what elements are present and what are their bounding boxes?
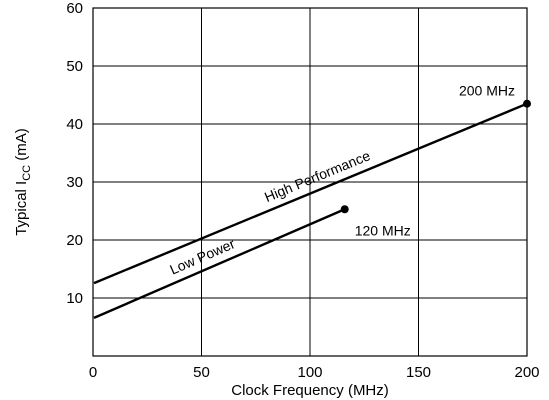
y-ticks: 10 20 30 40 50 60 — [66, 0, 83, 307]
x-tick-label: 50 — [193, 364, 210, 381]
y-axis-label-prefix: Typical I — [13, 181, 30, 236]
plot-frame — [92, 7, 528, 357]
series-endpoint-marker — [340, 205, 349, 214]
y-tick-label: 20 — [66, 232, 83, 249]
endpoint-annotation: 200 MHz — [459, 83, 515, 99]
y-tick-label: 30 — [66, 174, 83, 191]
x-tick-label: 0 — [89, 364, 97, 381]
y-tick-label: 10 — [66, 290, 83, 307]
y-axis-label-suffix: (mA) — [13, 128, 30, 165]
y-tick-label: 40 — [66, 116, 83, 133]
y-tick-label: 50 — [66, 58, 83, 75]
x-tick-label: 100 — [297, 364, 322, 381]
series-line-1 — [93, 208, 346, 319]
x-tick-label: 200 — [514, 364, 539, 381]
y-axis-label: Typical ICC (mA) — [13, 128, 33, 236]
x-ticks: 0 50 100 150 200 — [89, 364, 540, 381]
x-axis-label: Clock Frequency (MHz) — [231, 382, 389, 399]
y-axis-label-subscript: CC — [21, 165, 33, 181]
y-tick-label: 60 — [66, 0, 83, 17]
series-line-0 — [93, 102, 528, 285]
series-endpoint-marker — [523, 99, 531, 108]
series-name-label: High Performance — [262, 147, 373, 205]
endpoint-annotation: 120 MHz — [355, 222, 411, 238]
x-tick-label: 150 — [406, 364, 431, 381]
grid — [93, 8, 527, 356]
